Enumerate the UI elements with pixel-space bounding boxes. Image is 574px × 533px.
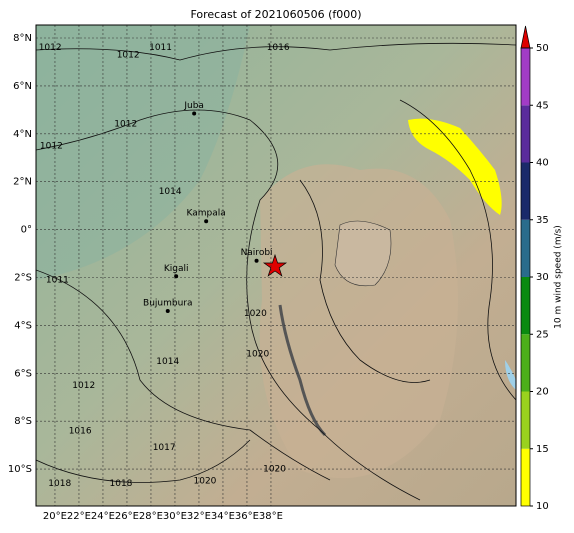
isobar <box>36 269 331 481</box>
colorbar-tick-label: 25 <box>536 329 549 340</box>
city-dot <box>165 309 170 314</box>
isobar-label: 1014 <box>159 187 182 197</box>
colorbar-tick-label: 20 <box>536 387 549 398</box>
title: Forecast of 2021060506 (f000) <box>190 8 361 21</box>
colorbar-tick-label: 15 <box>536 444 549 455</box>
y-tick-label: 4°N <box>13 129 32 140</box>
isobar <box>36 42 516 61</box>
x-tick-label: 38°E <box>259 511 283 522</box>
isobar-label: 1012 <box>114 120 137 130</box>
isobar-label: 1018 <box>48 479 71 489</box>
isobar <box>399 99 516 401</box>
x-tick-label: 26°E <box>115 511 139 522</box>
map-frame <box>35 24 517 507</box>
colorbar-tick-label: 50 <box>536 43 549 54</box>
colorbar-tick-label: 45 <box>536 100 549 111</box>
x-tick-label: 30°E <box>163 511 187 522</box>
lake-tanganyika <box>278 304 327 437</box>
isobar-label: 1012 <box>39 43 62 53</box>
isobar-label: 1012 <box>40 141 63 151</box>
colorbar-tick-label: 40 <box>536 158 549 169</box>
ocean <box>505 360 516 390</box>
isobar-label: 1011 <box>46 275 69 285</box>
y-tick-label: 10°S <box>8 464 32 475</box>
y-tick-label: 2°S <box>14 273 32 284</box>
isobar-label: 1018 <box>110 479 133 489</box>
isobar-label: 1020 <box>244 309 267 319</box>
x-tick-label: 32°E <box>187 511 211 522</box>
colorbar-tick-label: 30 <box>536 272 549 283</box>
colorbar-label: 10 m wind speed (m/s) <box>554 225 564 329</box>
isobar-label: 1017 <box>153 443 176 453</box>
city-dot <box>204 219 209 224</box>
y-tick-label: 0° <box>21 225 32 236</box>
isobar-label: 1012 <box>117 50 140 60</box>
isobar-label: 1016 <box>69 426 92 436</box>
city-label: Juba <box>183 101 204 111</box>
isobar <box>36 109 421 501</box>
colorbar-segment <box>521 448 530 506</box>
y-tick-label: 2°N <box>13 177 32 188</box>
isobar-label: 1011 <box>149 43 172 53</box>
x-tick-label: 20°E <box>43 511 67 522</box>
colorbar-segment <box>521 334 530 392</box>
isobar <box>36 439 251 483</box>
colorbar-segment <box>521 219 530 277</box>
y-tick-label: 6°N <box>13 81 32 92</box>
lowland <box>36 25 250 280</box>
highland <box>259 164 458 479</box>
city-label: Kampala <box>187 209 226 219</box>
colorbar-segment <box>521 105 530 163</box>
x-tick-label: 34°E <box>211 511 235 522</box>
isobar-label: 1014 <box>156 357 179 367</box>
isobar-label: 1016 <box>267 43 290 53</box>
map-area: 1012 1012 1011 1016 1012 1012 1014 1011 1020 1020… <box>36 25 516 506</box>
city-dot <box>254 258 259 263</box>
colorbar-segment <box>521 162 530 220</box>
x-tick-label: 24°E <box>91 511 115 522</box>
colorbar-tick-label: 35 <box>536 215 549 226</box>
x-tick-label: 36°E <box>235 511 259 522</box>
city-label: Nairobi <box>241 248 273 258</box>
y-tick-label: 6°S <box>14 368 32 379</box>
y-tick-label: 8°N <box>13 33 32 44</box>
y-tick-label: 8°S <box>14 416 32 427</box>
isobar-label: 1020 <box>246 350 269 360</box>
city-dot <box>174 274 179 279</box>
x-tick-label: 22°E <box>67 511 91 522</box>
colorbar-segment <box>521 277 530 335</box>
colorbar-segment <box>521 391 530 449</box>
colorbar-tick-label: 10 <box>536 501 549 512</box>
city-label: Kigali <box>164 264 189 274</box>
y-tick-label: 4°S <box>14 320 32 331</box>
isobar-label: 1020 <box>194 477 217 487</box>
isobar-label: 1012 <box>72 381 95 391</box>
colorbar-extend <box>520 25 531 49</box>
city-dot <box>192 111 197 116</box>
x-tick-label: 28°E <box>139 511 163 522</box>
city-label: Bujumbura <box>143 299 192 309</box>
star-marker <box>262 253 288 277</box>
isobar <box>299 179 431 383</box>
wind-area <box>408 118 502 215</box>
colorbar-segment <box>521 48 530 106</box>
isobar-label: 1020 <box>263 465 286 475</box>
lake-victoria <box>334 220 392 287</box>
